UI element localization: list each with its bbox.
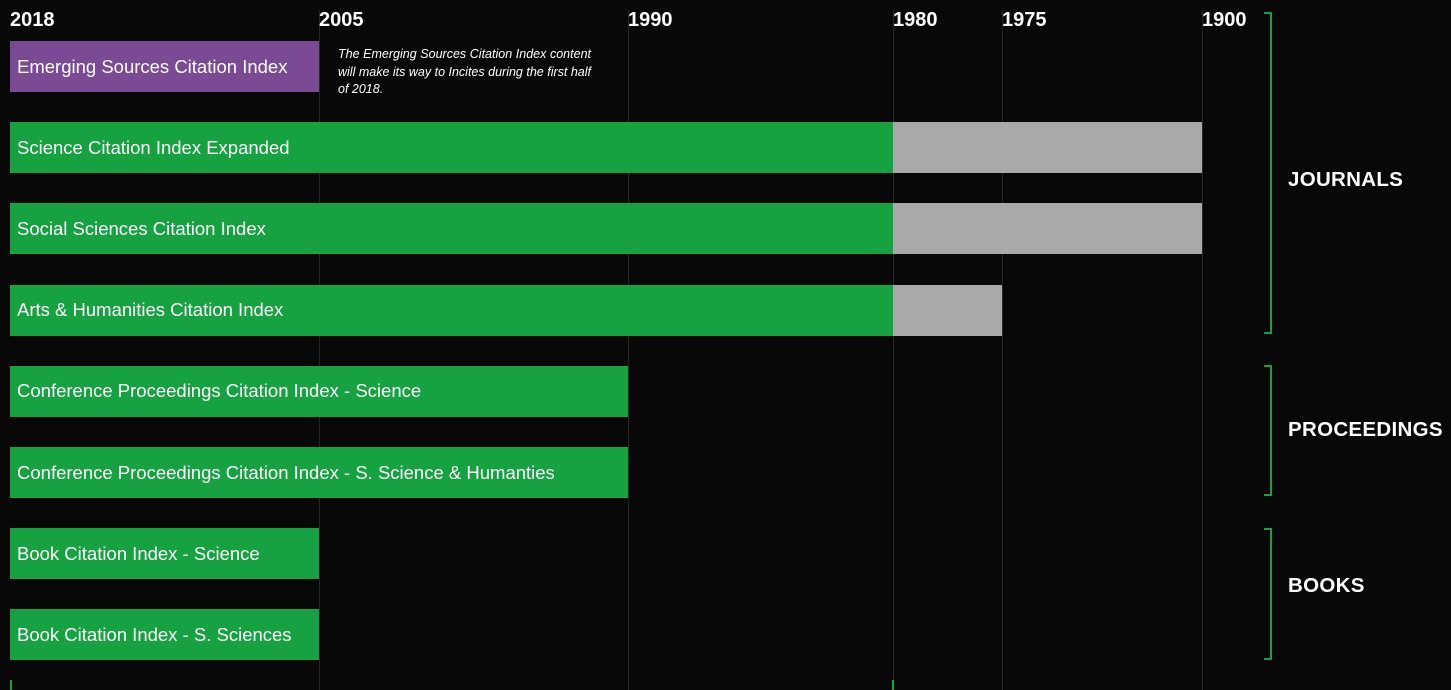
- gridline: [1002, 10, 1003, 690]
- gridline: [319, 10, 320, 690]
- bar-label: Book Citation Index - S. Sciences: [17, 623, 292, 645]
- bar-primary-coverage: Science Citation Index Expanded: [10, 122, 893, 174]
- bar-primary-coverage: Arts & Humanities Citation Index: [10, 284, 893, 336]
- annotation-note: The Emerging Sources Citation Index cont…: [338, 47, 591, 96]
- bar-label: Social Sciences Citation Index: [17, 217, 266, 239]
- gridline: [893, 10, 894, 690]
- gridline: [1202, 10, 1203, 690]
- bar-primary-coverage: Conference Proceedings Citation Index - …: [10, 365, 628, 417]
- bar-primary-coverage: Social Sciences Citation Index: [10, 203, 893, 255]
- x-tick-label: 2018: [10, 9, 55, 31]
- bar-label: Science Citation Index Expanded: [17, 136, 290, 158]
- bar-label: Conference Proceedings Citation Index - …: [17, 461, 555, 483]
- bar-primary-coverage: Emerging Sources Citation Index: [10, 41, 319, 92]
- bar-primary-coverage: Book Citation Index - Science: [10, 528, 319, 580]
- bottom-bracket: [10, 680, 894, 690]
- bar-primary-coverage: Book Citation Index - S. Sciences: [10, 609, 319, 661]
- group-label: PROCEEDINGS: [1288, 418, 1443, 441]
- bar-primary-coverage: Conference Proceedings Citation Index - …: [10, 447, 628, 498]
- x-tick-label: 2005: [319, 9, 364, 31]
- bar-label: Arts & Humanities Citation Index: [17, 299, 284, 321]
- group-bracket: [1264, 528, 1272, 660]
- bar-label: Conference Proceedings Citation Index - …: [17, 380, 422, 402]
- bar-label: Book Citation Index - Science: [17, 542, 260, 564]
- group-label: BOOKS: [1288, 574, 1365, 597]
- x-tick-label: 1900: [1202, 9, 1247, 31]
- bar-extended-coverage: [893, 284, 1002, 336]
- bar-extended-coverage: [893, 122, 1202, 174]
- group-bracket: [1264, 365, 1272, 496]
- group-label: JOURNALS: [1288, 168, 1404, 191]
- bar-label: Emerging Sources Citation Index: [17, 55, 288, 77]
- gridline: [628, 10, 629, 690]
- x-tick-label: 1975: [1002, 9, 1047, 31]
- x-tick-label: 1980: [893, 9, 938, 31]
- x-tick-label: 1990: [628, 9, 673, 31]
- bar-extended-coverage: [893, 203, 1202, 255]
- group-bracket: [1264, 12, 1272, 334]
